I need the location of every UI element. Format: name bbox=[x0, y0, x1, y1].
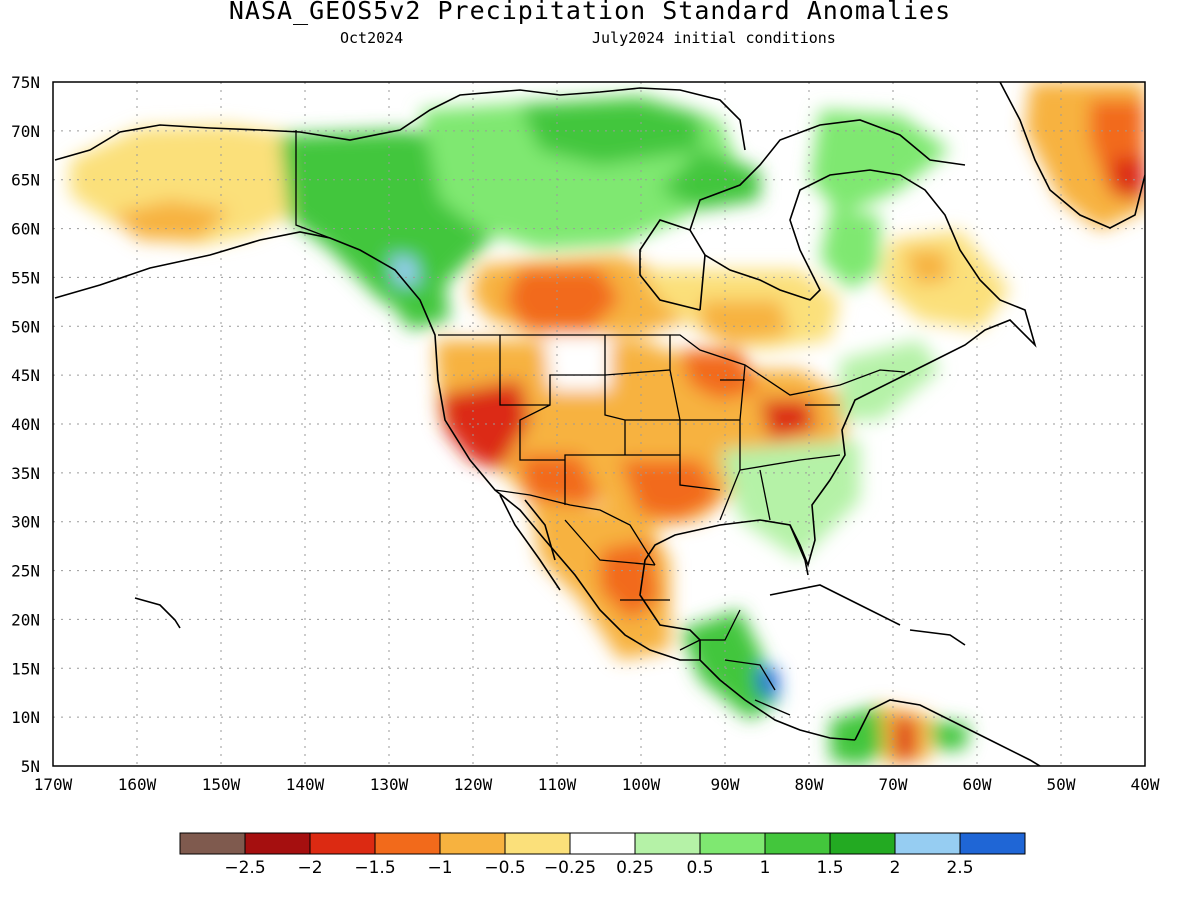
colorbar-swatch bbox=[569, 832, 636, 855]
latitude-label: 25N bbox=[11, 562, 40, 581]
shade-greenland-red bbox=[1110, 155, 1145, 200]
latitude-label: 35N bbox=[11, 464, 40, 483]
colorbar-swatch bbox=[699, 832, 766, 855]
colorbar: −2.5 −2 −1.5 −1 −0.5 −0.25 0.25 0.5 1 1.5 2 2.5 bbox=[179, 832, 1026, 878]
latitude-label: 75N bbox=[11, 73, 40, 92]
latitude-label: 55N bbox=[11, 268, 40, 287]
colorbar-label: 1 bbox=[760, 858, 771, 878]
colorbar-swatch bbox=[179, 832, 246, 855]
longitude-label: 130W bbox=[370, 775, 409, 794]
shade-guyana bbox=[930, 720, 970, 750]
coast-hispaniola bbox=[909, 629, 966, 646]
longitude-label: 160W bbox=[118, 775, 157, 794]
border-mexico-states bbox=[564, 519, 701, 651]
shade-arctic-islands bbox=[520, 100, 700, 165]
coast-florida bbox=[789, 524, 809, 576]
border-central-america bbox=[700, 609, 791, 716]
shade-central-america bbox=[680, 610, 780, 720]
latitude-label: 15N bbox=[11, 659, 40, 678]
longitude-label: 170W bbox=[34, 775, 73, 794]
coast-greenland bbox=[999, 82, 1145, 229]
political-borders bbox=[295, 130, 906, 716]
border-us-states bbox=[499, 335, 841, 521]
shade-ohio bbox=[760, 400, 815, 440]
border-us-mexico bbox=[494, 489, 656, 566]
shade-texas bbox=[620, 460, 720, 520]
latitude-tick-labels: 5N 10N 15N 20N 25N 30N 35N 40N 45N 50N 55N 60N 65N 70… bbox=[11, 73, 40, 776]
colorbar-label: −0.25 bbox=[544, 858, 596, 878]
longitude-label: 90W bbox=[711, 775, 740, 794]
shade-quebec-central bbox=[820, 210, 880, 290]
shade-venezuela-core bbox=[895, 715, 915, 760]
longitude-label: 100W bbox=[622, 775, 661, 794]
latitude-label: 5N bbox=[21, 757, 40, 776]
coast-cuba bbox=[769, 584, 901, 626]
shade-sw-us bbox=[520, 455, 600, 510]
longitude-label: 50W bbox=[1047, 775, 1076, 794]
longitude-label: 120W bbox=[454, 775, 493, 794]
colorbar-label: 2 bbox=[890, 858, 901, 878]
coast-alaska-north bbox=[54, 87, 746, 161]
anomaly-field bbox=[70, 82, 1145, 766]
shade-southeast bbox=[720, 440, 860, 560]
latitude-label: 65N bbox=[11, 171, 40, 190]
border-alaska-canada bbox=[295, 130, 331, 239]
graticule bbox=[53, 82, 1145, 766]
latitude-label: 40N bbox=[11, 415, 40, 434]
shade-labrador-orange bbox=[905, 250, 950, 285]
shade-northern-plains bbox=[545, 340, 610, 390]
colorbar-label: 1.5 bbox=[816, 858, 843, 878]
colorbar-label: 2.5 bbox=[946, 858, 973, 878]
colorbar-label: −2 bbox=[297, 858, 322, 878]
longitude-label: 80W bbox=[795, 775, 824, 794]
shade-great-lakes bbox=[680, 350, 760, 400]
latitude-label: 50N bbox=[11, 317, 40, 336]
longitude-label: 70W bbox=[879, 775, 908, 794]
shade-prairies-core bbox=[505, 268, 620, 330]
longitude-label: 140W bbox=[286, 775, 325, 794]
latitude-label: 60N bbox=[11, 220, 40, 239]
coast-south-america bbox=[854, 699, 1041, 766]
colorbar-label: 0.5 bbox=[686, 858, 713, 878]
longitude-label: 60W bbox=[963, 775, 992, 794]
latitude-label: 70N bbox=[11, 122, 40, 141]
colorbar-label: −0.5 bbox=[484, 858, 525, 878]
colorbar-label: −1 bbox=[427, 858, 452, 878]
latitude-label: 30N bbox=[11, 513, 40, 532]
longitude-label: 110W bbox=[538, 775, 577, 794]
coast-baja bbox=[499, 494, 561, 591]
valid-month-label: Oct2024 bbox=[340, 29, 404, 47]
colorbar-swatch bbox=[764, 832, 831, 855]
plot-frame bbox=[52, 81, 1146, 767]
initial-conditions-label: July2024 initial conditions bbox=[592, 29, 836, 47]
colorbar-label: 0.25 bbox=[616, 858, 654, 878]
shade-nicaragua bbox=[755, 665, 778, 700]
shade-quebec-north bbox=[810, 110, 950, 215]
shade-northeast bbox=[840, 340, 940, 420]
coast-hudson-bay bbox=[639, 219, 706, 311]
colorbar-swatch bbox=[309, 832, 376, 855]
longitude-label: 150W bbox=[202, 775, 241, 794]
colorbar-swatch bbox=[959, 832, 1026, 855]
shade-alaska-orange bbox=[110, 200, 230, 240]
colorbar-swatch bbox=[504, 832, 571, 855]
coast-hawaii bbox=[134, 597, 181, 629]
colorbar-swatch bbox=[634, 832, 701, 855]
colorbar-label: −1.5 bbox=[354, 858, 395, 878]
colorbar-swatch bbox=[374, 832, 441, 855]
latitude-label: 20N bbox=[11, 610, 40, 629]
latitude-label: 45N bbox=[11, 366, 40, 385]
colorbar-swatch bbox=[829, 832, 896, 855]
colorbar-swatch bbox=[894, 832, 961, 855]
longitude-label: 40W bbox=[1131, 775, 1160, 794]
colorbar-swatch bbox=[244, 832, 311, 855]
longitude-tick-labels: 170W 160W 150W 140W 130W 120W 110W 100W 90W 80W 70… bbox=[34, 775, 1160, 794]
map-title: NASA_GEOS5v2 Precipitation Standard Anom… bbox=[228, 0, 952, 25]
shade-ontario-orange bbox=[700, 300, 790, 345]
colorbar-swatch bbox=[439, 832, 506, 855]
colorbar-label: −2.5 bbox=[224, 858, 265, 878]
latitude-label: 10N bbox=[11, 708, 40, 727]
